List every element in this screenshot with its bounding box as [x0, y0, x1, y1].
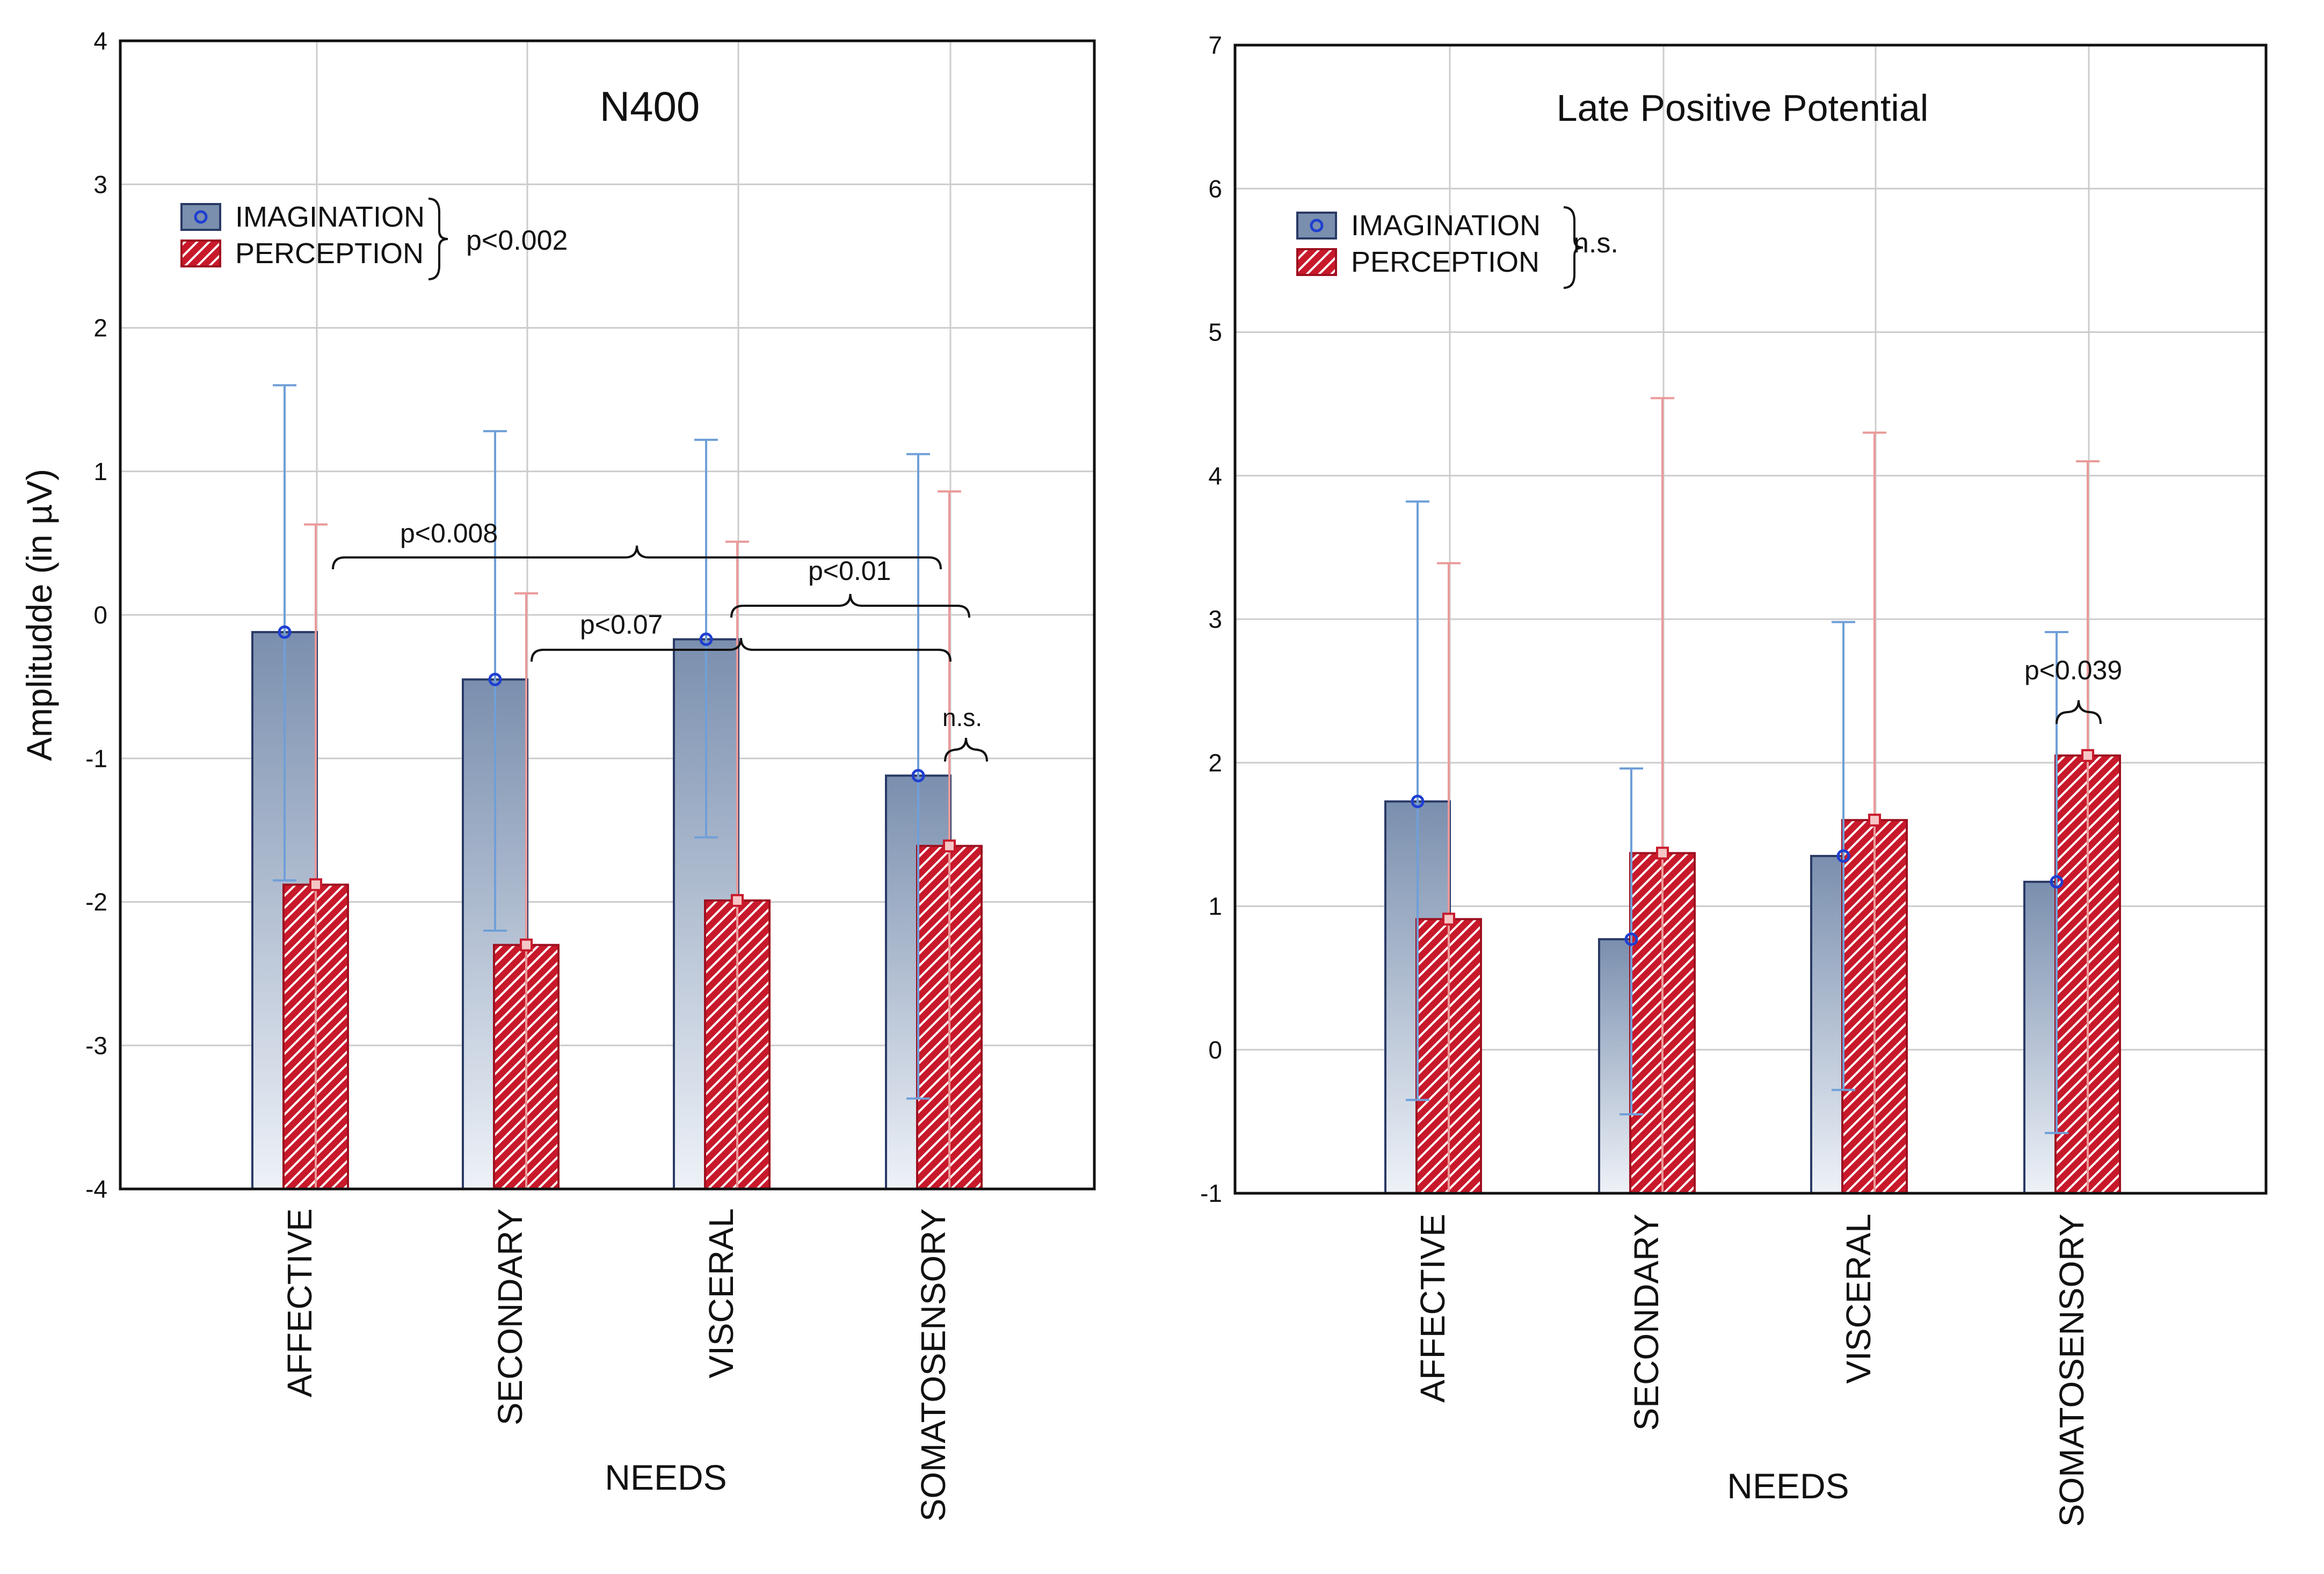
- n400-bracket-p07: [531, 637, 952, 662]
- lpp-point-perception: [1442, 912, 1455, 926]
- n400-legend-label-perception: PERCEPTION: [235, 237, 424, 270]
- lpp-legend-swatch-imagination: [1296, 212, 1337, 240]
- n400-category-label: VISCERAL: [702, 1208, 740, 1379]
- n400-ytick-label: -1: [85, 744, 107, 772]
- n400-category-label: AFFECTIVE: [280, 1208, 319, 1397]
- n400-legend-marker-imagination: [194, 210, 208, 224]
- n400-ytick-label: -3: [85, 1032, 107, 1060]
- n400-legend-annotation: p<0.002: [466, 225, 568, 256]
- n400-ytick-label: 3: [93, 170, 107, 198]
- lpp-ytick-label: 3: [1208, 605, 1222, 633]
- n400-annotation-p07: p<0.07: [580, 610, 663, 640]
- lpp-title: Late Positive Potential: [1557, 87, 1929, 129]
- n400-point-imagination: [488, 672, 502, 686]
- lpp-ytick-label: 0: [1208, 1036, 1222, 1064]
- n400-ytick-label: 4: [93, 27, 107, 55]
- lpp-ytick-label: 1: [1208, 893, 1222, 920]
- n400-ytick-label: -2: [85, 888, 107, 916]
- n400-point-imagination: [911, 768, 925, 782]
- n400-ytick-label: -4: [85, 1175, 107, 1203]
- n400-point-imagination: [699, 632, 713, 646]
- n400-point-imagination: [278, 625, 292, 639]
- lpp-legend-swatch-perception: [1296, 248, 1337, 276]
- n400-point-perception: [731, 894, 744, 907]
- n400-point-perception: [943, 839, 956, 853]
- lpp-ytick-label: -1: [1200, 1179, 1222, 1207]
- lpp-legend-marker-imagination: [1310, 219, 1324, 233]
- n400-point-perception: [520, 938, 533, 952]
- n400-title: N400: [600, 83, 700, 130]
- lpp-xlabel: NEEDS: [1727, 1466, 1849, 1506]
- n400-annotation-p008: p<0.008: [400, 518, 498, 548]
- n400-bracket-p008: [332, 545, 942, 570]
- lpp-point-perception: [1656, 846, 1669, 860]
- lpp-point-imagination: [1411, 794, 1425, 808]
- lpp-point-perception: [2081, 749, 2094, 762]
- lpp-legend-annotation: n.s.: [1573, 228, 1618, 259]
- n400-category-label: SECONDARY: [491, 1208, 529, 1425]
- lpp-point-imagination: [1836, 849, 1850, 863]
- lpp-category-label: SOMATOSENSORY: [2052, 1214, 2091, 1527]
- n400-xlabel: NEEDS: [605, 1457, 727, 1497]
- n400-legend-swatch-imagination: [180, 203, 221, 231]
- n400-annotation-p01: p<0.01: [808, 556, 891, 586]
- lpp-legend-brace: [1563, 206, 1584, 289]
- n400-legend-label-imagination: IMAGINATION: [235, 201, 425, 233]
- n400-legend-brace: [428, 198, 448, 280]
- lpp-legend-label-imagination: IMAGINATION: [1351, 209, 1541, 242]
- lpp-ytick-label: 2: [1208, 749, 1222, 777]
- lpp-category-label: AFFECTIVE: [1413, 1214, 1452, 1403]
- n400-bracket-ns: [944, 737, 988, 762]
- lpp-plot-frame: [1233, 43, 2268, 1195]
- n400-category-label: SOMATOSENSORY: [914, 1208, 953, 1521]
- lpp-ytick-label: 6: [1208, 175, 1222, 202]
- n400-point-perception: [309, 878, 322, 891]
- n400-legend-swatch-perception: [180, 240, 221, 267]
- lpp-ytick-label: 4: [1208, 462, 1222, 490]
- lpp-legend-label-perception: PERCEPTION: [1351, 246, 1539, 278]
- n400-bracket-p01: [730, 593, 970, 618]
- n400-ytick-label: 0: [93, 601, 107, 629]
- n400-ytick-label: 1: [93, 458, 107, 485]
- lpp-ytick-label: 7: [1208, 31, 1222, 59]
- lpp-ytick-label: 5: [1208, 318, 1222, 346]
- lpp-point-imagination: [2050, 875, 2064, 889]
- n400-plot-frame: [119, 39, 1096, 1191]
- n400-ylabel: Amplitudde (in µV): [19, 469, 59, 761]
- lpp-point-imagination: [1624, 932, 1638, 946]
- lpp-category-label: SECONDARY: [1627, 1214, 1666, 1431]
- lpp-bracket-p039: [2056, 700, 2102, 724]
- lpp-category-label: VISCERAL: [1839, 1214, 1878, 1384]
- lpp-point-perception: [1868, 814, 1881, 827]
- n400-annotation-ns: n.s.: [942, 703, 982, 731]
- n400-ytick-label: 2: [93, 314, 107, 342]
- lpp-annotation-p039: p<0.039: [2024, 655, 2122, 685]
